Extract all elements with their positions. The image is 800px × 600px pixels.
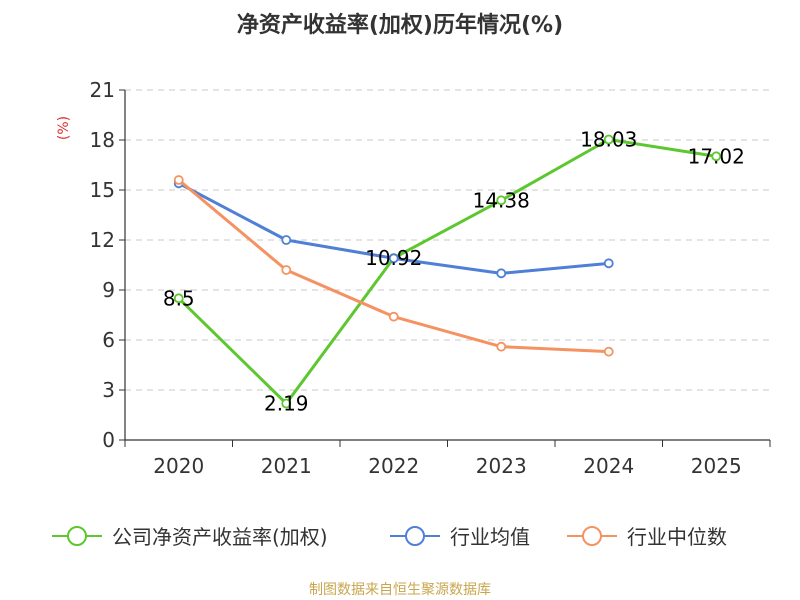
x-tick-label: 2024 — [583, 454, 634, 478]
legend[interactable]: 公司净资产收益率(加权) 行业均值 行业中位数 — [52, 525, 727, 549]
y-tick-label: 6 — [102, 328, 115, 352]
series-2-point — [281, 235, 292, 245]
data-label: 14.38 — [473, 188, 530, 212]
series-3-point — [281, 265, 292, 275]
data-label: 18.03 — [580, 128, 637, 152]
x-tick-label: 2025 — [691, 454, 742, 478]
legend-label: 行业中位数 — [627, 525, 727, 549]
series-1-point — [173, 293, 184, 304]
series-1-point — [496, 195, 507, 206]
series-2-point — [603, 258, 614, 269]
data-labels: 8.5 2.19 10.92 14.38 18.03 17.02 — [163, 128, 745, 416]
legend-marker-icon — [405, 526, 425, 546]
series-3-point — [173, 175, 184, 185]
series-1-point — [281, 398, 292, 409]
y-axis-label: (%) — [56, 116, 72, 140]
series-2-point — [496, 268, 507, 279]
series-1-point — [711, 151, 722, 162]
data-label: 2.19 — [264, 392, 309, 416]
series-3-point — [388, 311, 399, 322]
x-tick-label: 2023 — [476, 454, 527, 478]
data-label: 8.5 — [163, 286, 195, 310]
legend-label: 行业均值 — [450, 525, 530, 549]
y-tick-label: 3 — [102, 378, 115, 402]
y-tick-label: 21 — [90, 78, 115, 102]
axes: 0 3 6 9 12 15 18 21 2020 2021 2022 2023 2024 2025 — [90, 78, 771, 478]
series-1-point — [603, 134, 614, 145]
x-tick-label: 2020 — [153, 454, 204, 478]
legend-item-2[interactable]: 行业均值 — [390, 525, 530, 549]
y-tick-label: 15 — [90, 178, 115, 202]
series-3-point — [603, 346, 614, 357]
data-label: 10.92 — [365, 246, 422, 270]
legend-marker-icon — [582, 526, 602, 546]
y-tick-label: 9 — [102, 278, 115, 302]
source-note: 制图数据来自恒生聚源数据库 — [309, 582, 491, 598]
y-tick-label: 12 — [90, 228, 115, 252]
x-tick-label: 2021 — [261, 454, 312, 478]
y-tick-label: 0 — [102, 428, 115, 452]
series-2-point — [388, 253, 399, 264]
x-tick-label: 2022 — [368, 454, 419, 478]
y-tick-label: 18 — [90, 128, 115, 152]
series — [173, 134, 722, 409]
series-3-point — [496, 341, 507, 352]
legend-item-1[interactable]: 公司净资产收益率(加权) — [52, 525, 328, 549]
legend-label: 公司净资产收益率(加权) — [112, 525, 328, 549]
data-label: 17.02 — [688, 144, 745, 168]
chart-title: 净资产收益率(加权)历年情况(%) — [237, 12, 563, 38]
legend-marker-icon — [67, 526, 87, 546]
series-line-1 — [177, 138, 717, 405]
grid — [125, 89, 770, 391]
legend-item-3[interactable]: 行业中位数 — [567, 525, 727, 549]
